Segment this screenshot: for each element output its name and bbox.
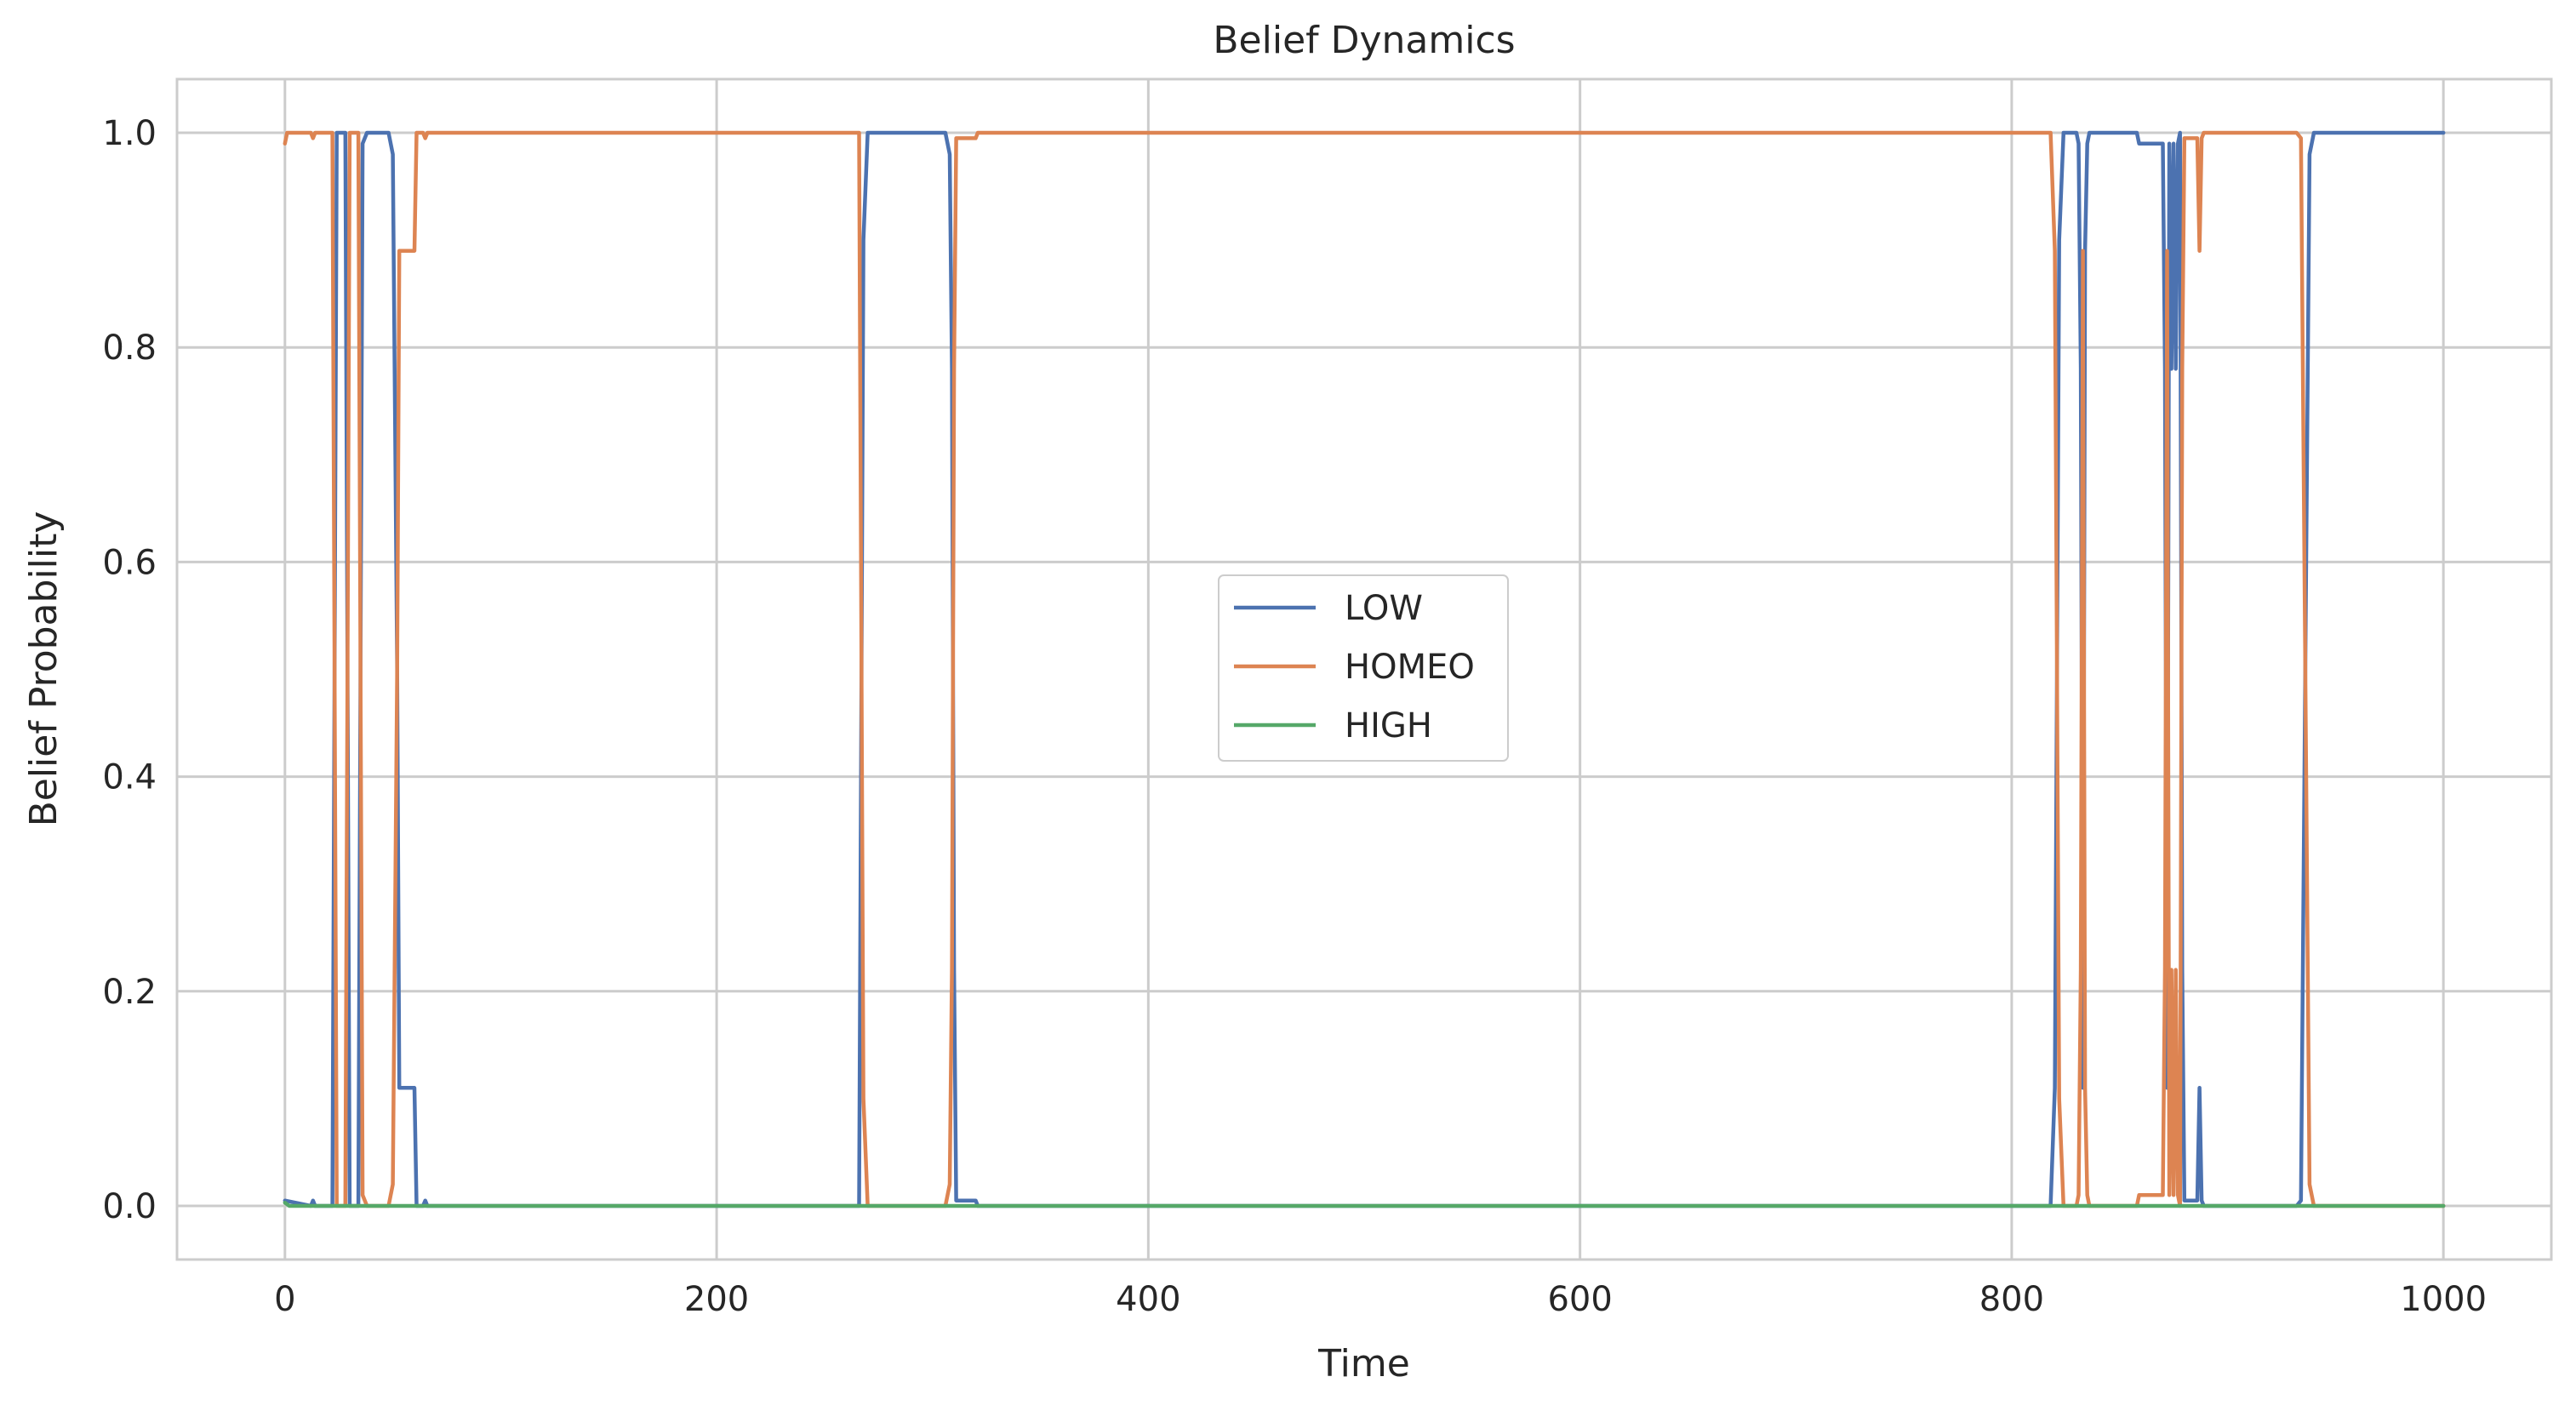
x-tick-label: 800: [1979, 1280, 2044, 1319]
chart-title: Belief Dynamics: [1213, 19, 1515, 62]
plot-frame: [175, 77, 2553, 1261]
legend-label-homeo: HOMEO: [1345, 648, 1475, 687]
legend-label-low: LOW: [1345, 589, 1423, 628]
series-line-homeo: [283, 130, 2446, 1208]
legend-box: [1218, 574, 1509, 762]
x-tick-label: 0: [274, 1280, 295, 1319]
series-lines: [283, 130, 2446, 1208]
y-axis-label: Belief Probability: [22, 511, 66, 827]
y-tick-label: 0.4: [102, 758, 157, 797]
tick-labels: 0 200 400 600 800 1000 0.0 0.2 0.4 0.6 0.8 1.0: [102, 114, 2487, 1319]
x-axis-label: Time: [1317, 1342, 1410, 1385]
legend: LOW HOMEO HIGH: [1218, 574, 1509, 762]
x-tick-label: 400: [1116, 1280, 1180, 1319]
x-tick-label: 200: [684, 1280, 749, 1319]
y-tick-label: 0.6: [102, 543, 157, 582]
y-tick-label: 0.0: [102, 1187, 157, 1226]
legend-label-high: HIGH: [1345, 706, 1432, 745]
series-line-high: [283, 1200, 2446, 1208]
y-tick-label: 0.8: [102, 328, 157, 368]
y-tick-label: 0.2: [102, 973, 157, 1012]
y-tick-label: 1.0: [102, 114, 157, 153]
x-tick-label: 1000: [2400, 1280, 2487, 1319]
x-tick-label: 600: [1547, 1280, 1612, 1319]
